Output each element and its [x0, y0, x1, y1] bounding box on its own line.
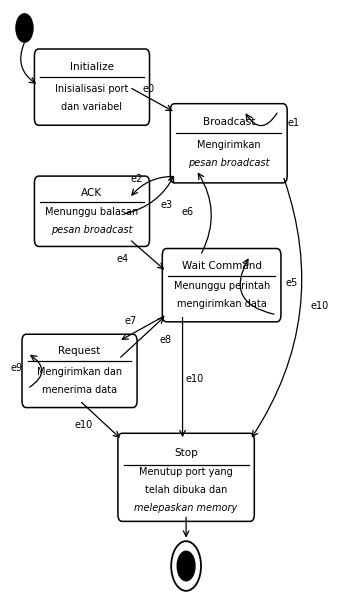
Text: e5: e5	[286, 279, 298, 288]
Text: Menunggu balasan: Menunggu balasan	[45, 207, 139, 217]
Text: Menutup port yang: Menutup port yang	[139, 467, 233, 477]
Text: telah dibuka dan: telah dibuka dan	[145, 485, 227, 495]
Text: Request: Request	[58, 346, 101, 356]
Text: Mengirimkan: Mengirimkan	[197, 140, 261, 150]
FancyBboxPatch shape	[34, 176, 150, 247]
Text: e8: e8	[159, 334, 171, 345]
Text: e2: e2	[130, 174, 142, 184]
Circle shape	[16, 14, 33, 42]
Text: melepaskan memory: melepaskan memory	[135, 503, 238, 513]
Circle shape	[173, 545, 199, 587]
Text: e7: e7	[125, 315, 137, 326]
Text: e4: e4	[116, 254, 128, 264]
Circle shape	[177, 551, 195, 581]
Text: e9: e9	[10, 363, 23, 373]
Text: pesan broadcast: pesan broadcast	[51, 225, 133, 235]
Text: e10: e10	[185, 374, 203, 384]
Text: Inisialisasi port: Inisialisasi port	[55, 84, 129, 94]
Text: e0: e0	[143, 84, 155, 94]
FancyBboxPatch shape	[34, 49, 150, 125]
Text: e6: e6	[182, 207, 194, 217]
Text: dan variabel: dan variabel	[62, 102, 122, 112]
FancyBboxPatch shape	[170, 104, 287, 183]
FancyBboxPatch shape	[118, 433, 254, 522]
Text: pesan broadcast: pesan broadcast	[188, 158, 270, 168]
Text: e3: e3	[160, 200, 173, 210]
Text: e10: e10	[310, 301, 329, 311]
Text: Wait Command: Wait Command	[182, 261, 262, 271]
Text: ACK: ACK	[81, 188, 102, 198]
Text: Menunggu perintah: Menunggu perintah	[174, 282, 270, 292]
FancyBboxPatch shape	[22, 334, 137, 407]
Text: Mengirimkan dan: Mengirimkan dan	[37, 367, 122, 377]
FancyBboxPatch shape	[162, 248, 281, 322]
Text: Broadcast: Broadcast	[203, 117, 255, 127]
Text: menerima data: menerima data	[42, 385, 117, 395]
Text: Stop: Stop	[174, 448, 198, 458]
Text: mengirimkan data: mengirimkan data	[177, 299, 266, 309]
Text: e1: e1	[287, 118, 300, 128]
Text: e10: e10	[75, 421, 93, 430]
Text: Initialize: Initialize	[70, 62, 114, 72]
